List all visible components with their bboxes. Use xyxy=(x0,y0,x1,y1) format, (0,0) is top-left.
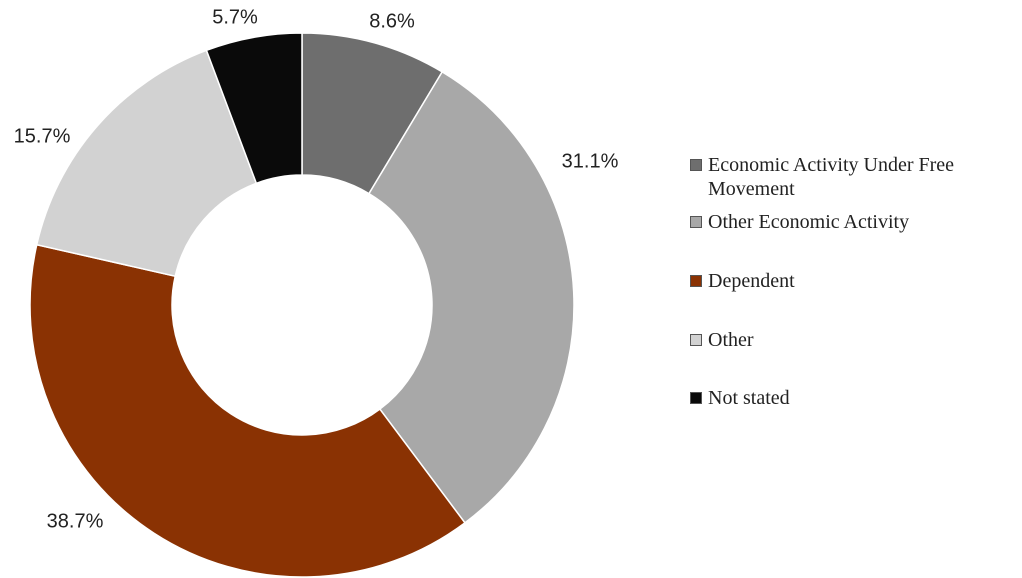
data-label: 38.7% xyxy=(47,510,104,532)
data-label: 15.7% xyxy=(14,125,71,147)
legend-swatch xyxy=(690,159,702,171)
legend-label: Other xyxy=(708,329,754,351)
legend-label: Not stated xyxy=(708,387,790,409)
donut-segment xyxy=(205,32,303,185)
data-label: 31.1% xyxy=(562,150,619,172)
legend-item: Dependent xyxy=(690,269,1015,293)
legend-label: Economic Activity Under Free Movement xyxy=(708,154,955,200)
legend-swatch xyxy=(690,334,702,346)
donut-segment xyxy=(35,49,258,278)
donut-segment xyxy=(29,243,466,578)
legend-label: Other Economic Activity xyxy=(708,211,910,233)
legend-item: Other Economic Activity xyxy=(690,210,1015,234)
legend-swatch xyxy=(690,275,702,287)
legend-swatch xyxy=(690,392,702,404)
legend-item: Not stated xyxy=(690,386,1015,410)
data-label: 8.6% xyxy=(369,10,415,32)
donut-segment xyxy=(367,70,575,524)
data-label: 5.7% xyxy=(212,6,258,28)
legend-label: Dependent xyxy=(708,270,795,292)
legend-swatch xyxy=(690,216,702,228)
legend-item: Other xyxy=(690,328,1015,352)
legend-item: Economic Activity Under Free Movement xyxy=(690,153,1015,201)
